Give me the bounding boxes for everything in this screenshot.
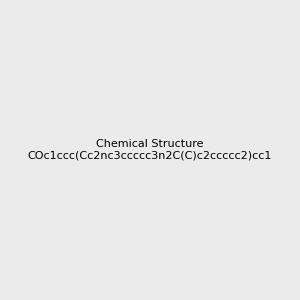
Text: Chemical Structure
COc1ccc(Cc2nc3ccccc3n2C(C)c2ccccc2)cc1: Chemical Structure COc1ccc(Cc2nc3ccccc3n… (28, 139, 272, 161)
